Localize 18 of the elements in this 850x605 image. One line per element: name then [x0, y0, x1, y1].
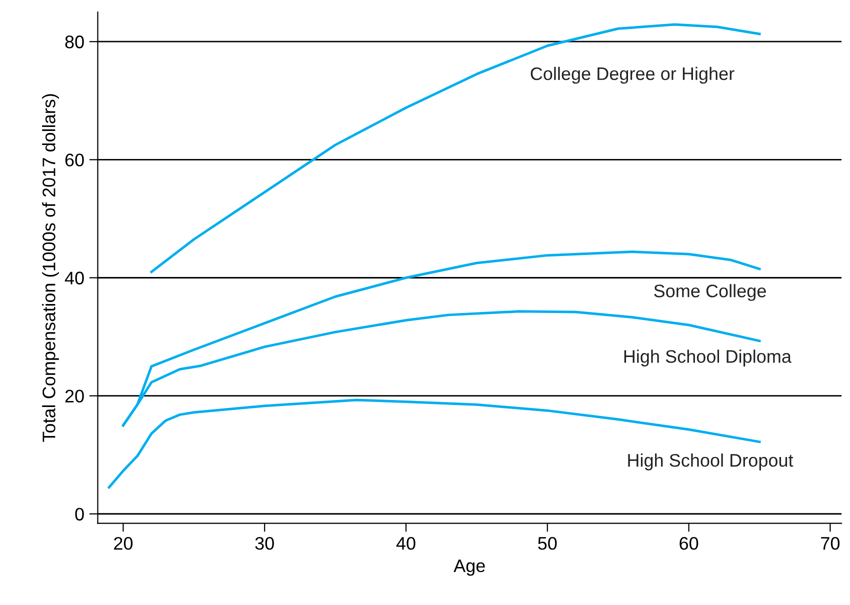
series-label: Some College: [654, 284, 766, 301]
series-label: College Degree or Higher: [530, 66, 734, 84]
series-label: High School Dropout: [628, 454, 794, 470]
x-tick-label: 70: [821, 536, 840, 550]
x-tick-label: 40: [396, 536, 416, 550]
y-tick-label: 20: [65, 390, 84, 403]
line-series: [150, 23, 761, 274]
x-tick-label: 60: [680, 536, 698, 550]
y-tick-label: 80: [65, 36, 84, 48]
y-tick-label: 0: [75, 508, 84, 521]
series-label: High School Diploma: [624, 350, 792, 366]
y-axis-title: Total Compensation (1000s of 2017 dollars): [42, 94, 59, 442]
x-tick-label: 50: [538, 536, 557, 550]
x-tick-label: 30: [255, 536, 274, 550]
y-tick-label: 40: [64, 272, 84, 284]
x-tick-label: 20: [114, 536, 133, 550]
x-axis-title: Age: [454, 560, 485, 576]
y-tick-label: 60: [65, 154, 84, 166]
